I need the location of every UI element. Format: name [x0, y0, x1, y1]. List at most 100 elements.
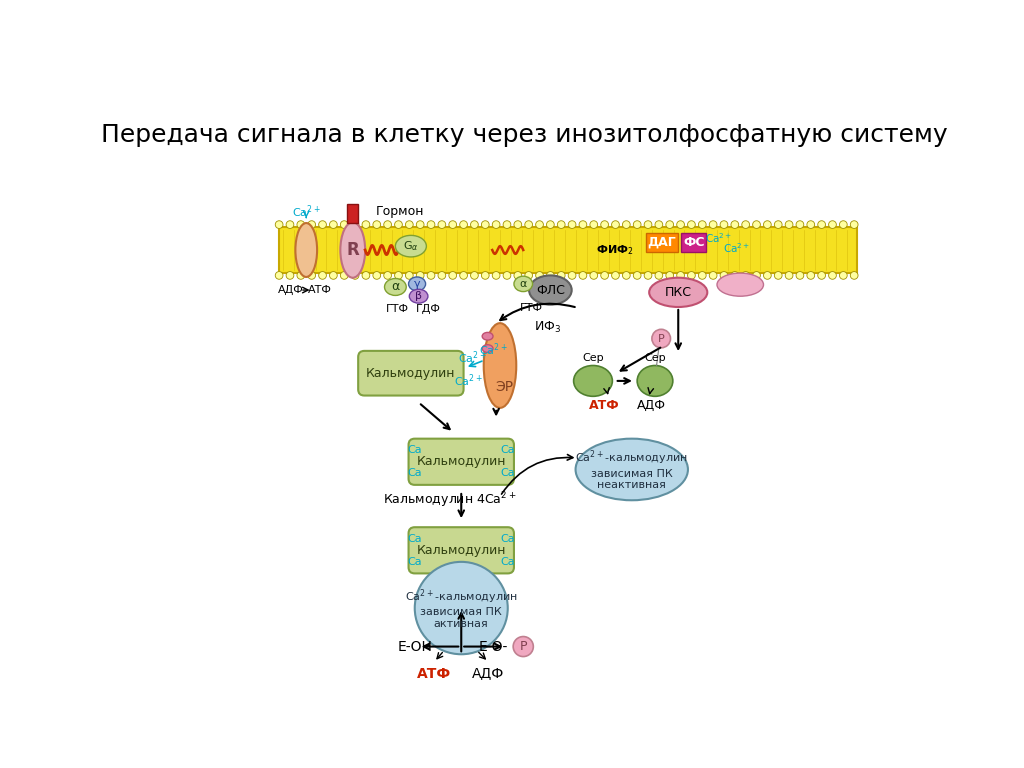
Circle shape — [796, 272, 804, 280]
Circle shape — [460, 220, 467, 228]
Circle shape — [611, 220, 620, 228]
Text: Ca: Ca — [501, 557, 515, 567]
Circle shape — [666, 220, 674, 228]
Circle shape — [753, 220, 761, 228]
Circle shape — [807, 220, 815, 228]
Circle shape — [764, 272, 771, 280]
Ellipse shape — [573, 366, 612, 396]
Circle shape — [579, 220, 587, 228]
Circle shape — [524, 272, 532, 280]
Circle shape — [557, 220, 565, 228]
Circle shape — [362, 220, 370, 228]
Circle shape — [720, 272, 728, 280]
Circle shape — [850, 272, 858, 280]
Circle shape — [633, 220, 641, 228]
Ellipse shape — [483, 323, 516, 408]
Text: G$_{\alpha}$: G$_{\alpha}$ — [403, 240, 419, 253]
Text: Ca: Ca — [408, 534, 422, 544]
Circle shape — [731, 220, 738, 228]
Circle shape — [318, 220, 327, 228]
Circle shape — [741, 272, 750, 280]
Circle shape — [623, 220, 630, 228]
Text: ЭР: ЭР — [495, 380, 513, 394]
Circle shape — [481, 272, 489, 280]
Ellipse shape — [395, 235, 426, 257]
Circle shape — [547, 272, 554, 280]
Circle shape — [373, 220, 381, 228]
Text: α: α — [519, 279, 527, 289]
Circle shape — [774, 272, 782, 280]
Text: Ca$^{2+}$: Ca$^{2+}$ — [723, 242, 750, 256]
Circle shape — [308, 220, 315, 228]
Text: Е-ОН: Е-ОН — [397, 640, 432, 654]
Circle shape — [579, 272, 587, 280]
Circle shape — [774, 220, 782, 228]
Text: Ca: Ca — [501, 445, 515, 455]
Text: Сер: Сер — [644, 353, 666, 362]
Circle shape — [698, 272, 707, 280]
Circle shape — [601, 220, 608, 228]
Circle shape — [710, 220, 717, 228]
Text: Гормон: Гормон — [376, 205, 425, 218]
Text: Ca: Ca — [408, 468, 422, 478]
Circle shape — [449, 272, 457, 280]
Ellipse shape — [649, 278, 708, 307]
Ellipse shape — [409, 277, 426, 291]
Circle shape — [601, 272, 608, 280]
Circle shape — [687, 220, 695, 228]
Ellipse shape — [482, 345, 493, 353]
Circle shape — [785, 220, 793, 228]
Circle shape — [818, 272, 825, 280]
Circle shape — [590, 272, 598, 280]
Text: Ca$^{2+}$: Ca$^{2+}$ — [292, 204, 321, 220]
Circle shape — [611, 272, 620, 280]
Text: ПКС: ПКС — [665, 286, 692, 299]
Text: АТФ: АТФ — [590, 399, 620, 412]
Circle shape — [840, 220, 847, 228]
Circle shape — [503, 220, 511, 228]
Circle shape — [308, 272, 315, 280]
Circle shape — [318, 272, 327, 280]
Circle shape — [427, 272, 435, 280]
Ellipse shape — [340, 222, 366, 278]
Ellipse shape — [514, 276, 532, 292]
Text: Ca: Ca — [501, 468, 515, 478]
Circle shape — [438, 272, 445, 280]
Circle shape — [524, 220, 532, 228]
Text: ФЛС: ФЛС — [536, 283, 565, 296]
Circle shape — [471, 272, 478, 280]
Circle shape — [652, 329, 671, 348]
Text: P: P — [519, 640, 527, 653]
Text: АТФ: АТФ — [417, 667, 452, 680]
Text: ГТФ: ГТФ — [519, 303, 543, 313]
Circle shape — [373, 272, 381, 280]
Text: Ca$^{2+}$: Ca$^{2+}$ — [705, 232, 732, 245]
FancyBboxPatch shape — [409, 439, 514, 485]
Text: Ca: Ca — [501, 534, 515, 544]
Ellipse shape — [410, 290, 428, 303]
Circle shape — [362, 272, 370, 280]
Text: Ca$^{2+}$-кальмодулин
зависимая ПК
активная: Ca$^{2+}$-кальмодулин зависимая ПК актив… — [404, 588, 518, 629]
Circle shape — [514, 220, 521, 228]
Circle shape — [351, 272, 359, 280]
Bar — [646, 233, 678, 252]
Circle shape — [340, 220, 348, 228]
Text: АДФ: АДФ — [472, 667, 505, 680]
Circle shape — [698, 220, 707, 228]
Circle shape — [828, 272, 837, 280]
Circle shape — [644, 220, 652, 228]
Circle shape — [394, 220, 402, 228]
Circle shape — [710, 272, 717, 280]
Circle shape — [818, 220, 825, 228]
Circle shape — [731, 272, 738, 280]
Circle shape — [590, 220, 598, 228]
Circle shape — [623, 272, 630, 280]
Circle shape — [351, 220, 359, 228]
Text: АДФ: АДФ — [637, 399, 666, 412]
Circle shape — [828, 220, 837, 228]
Circle shape — [796, 220, 804, 228]
Circle shape — [481, 220, 489, 228]
Text: Кальмодулин 4Ca$^{2+}$: Кальмодулин 4Ca$^{2+}$ — [383, 491, 516, 510]
Text: Ca$^{2+}$: Ca$^{2+}$ — [459, 349, 487, 366]
Circle shape — [330, 272, 337, 280]
